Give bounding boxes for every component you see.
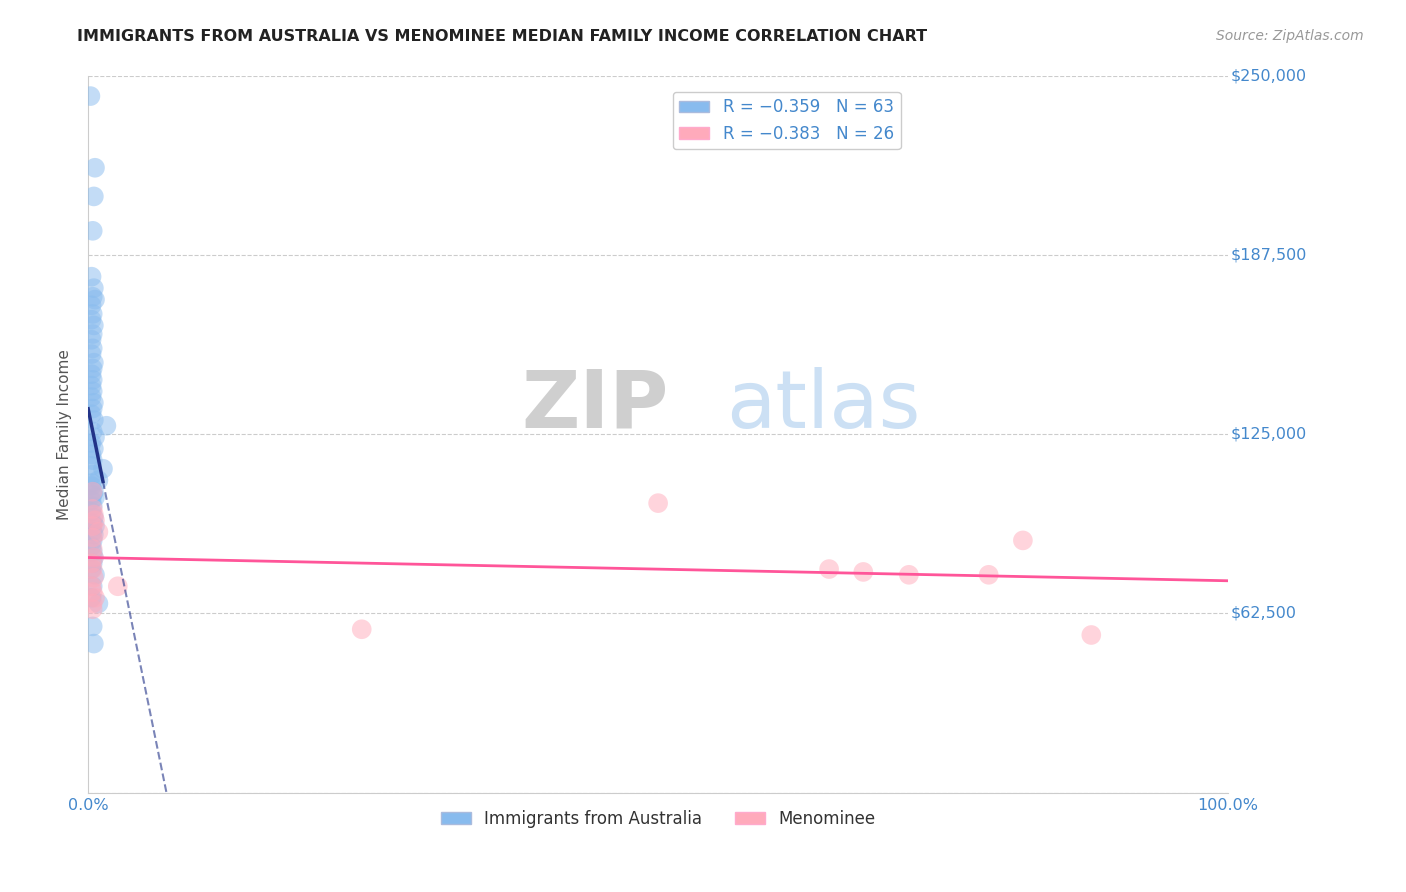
Point [82,602,104,616]
Point [80,591,103,605]
Text: Source: ZipAtlas.com: Source: ZipAtlas.com [1216,29,1364,43]
Point [80,562,103,576]
Point [83,508,105,522]
Point [84,430,107,444]
Point [82,425,104,439]
Point [83,281,105,295]
Point [80,557,103,571]
Text: ZIP: ZIP [522,367,669,445]
Point [80,505,103,519]
Point [82,326,104,341]
Point [82,557,104,571]
Point [82,524,104,539]
Point [82,516,104,531]
Point [82,619,104,633]
Point [84,161,107,175]
Point [87,473,110,487]
Point [82,224,104,238]
Point [82,579,104,593]
Point [82,487,104,501]
Y-axis label: Median Family Income: Median Family Income [58,349,72,520]
Point [83,527,105,541]
Text: $62,500: $62,500 [1230,606,1296,621]
Point [83,396,105,410]
Point [84,513,107,527]
Point [82,467,104,482]
Point [83,550,105,565]
Point [82,499,104,513]
Text: IMMIGRANTS FROM AUSTRALIA VS MENOMINEE MEDIAN FAMILY INCOME CORRELATION CHART: IMMIGRANTS FROM AUSTRALIA VS MENOMINEE M… [77,29,928,44]
Text: $250,000: $250,000 [1230,69,1306,84]
Point [80,436,103,450]
Point [82,541,104,556]
Point [82,585,104,599]
Point [82,519,104,533]
Point [1012,533,1035,548]
Point [84,491,107,505]
Text: $125,000: $125,000 [1230,427,1306,442]
Point [83,413,105,427]
Point [1080,628,1102,642]
Point [82,453,104,467]
Point [79,89,101,103]
Point [83,484,105,499]
Point [82,373,104,387]
Point [83,318,105,333]
Legend: Immigrants from Australia, Menominee: Immigrants from Australia, Menominee [434,803,883,835]
Point [80,407,103,421]
Point [82,361,104,376]
Point [84,293,107,307]
Text: $187,500: $187,500 [1230,248,1306,262]
Point [82,290,104,304]
Point [83,550,105,565]
Point [84,519,107,533]
Point [80,269,103,284]
Point [84,567,107,582]
Point [83,442,105,456]
Point [80,347,103,361]
Point [82,597,104,611]
Point [87,524,110,539]
Point [91,461,114,475]
Point [82,401,104,416]
Point [82,545,104,559]
Point [83,571,105,585]
Point [82,533,104,548]
Point [80,458,103,473]
Point [80,378,103,392]
Point [977,567,1000,582]
Point [852,565,875,579]
Point [80,367,103,381]
Point [82,384,104,399]
Point [80,298,103,312]
Point [82,342,104,356]
Point [82,307,104,321]
Point [818,562,841,576]
Point [80,476,103,491]
Point [107,579,129,593]
Point [82,562,104,576]
Point [83,356,105,370]
Point [84,591,107,605]
Point [87,597,110,611]
Point [647,496,669,510]
Point [80,493,103,508]
Point [80,447,103,461]
Point [82,484,104,499]
Point [80,312,103,326]
Point [80,479,103,493]
Point [96,418,118,433]
Point [83,637,105,651]
Point [80,579,103,593]
Text: atlas: atlas [727,367,921,445]
Point [80,333,103,347]
Point [80,539,103,553]
Point [897,567,920,582]
Point [80,390,103,404]
Point [83,510,105,524]
Point [82,531,104,545]
Point [82,501,104,516]
Point [83,189,105,203]
Point [350,622,373,636]
